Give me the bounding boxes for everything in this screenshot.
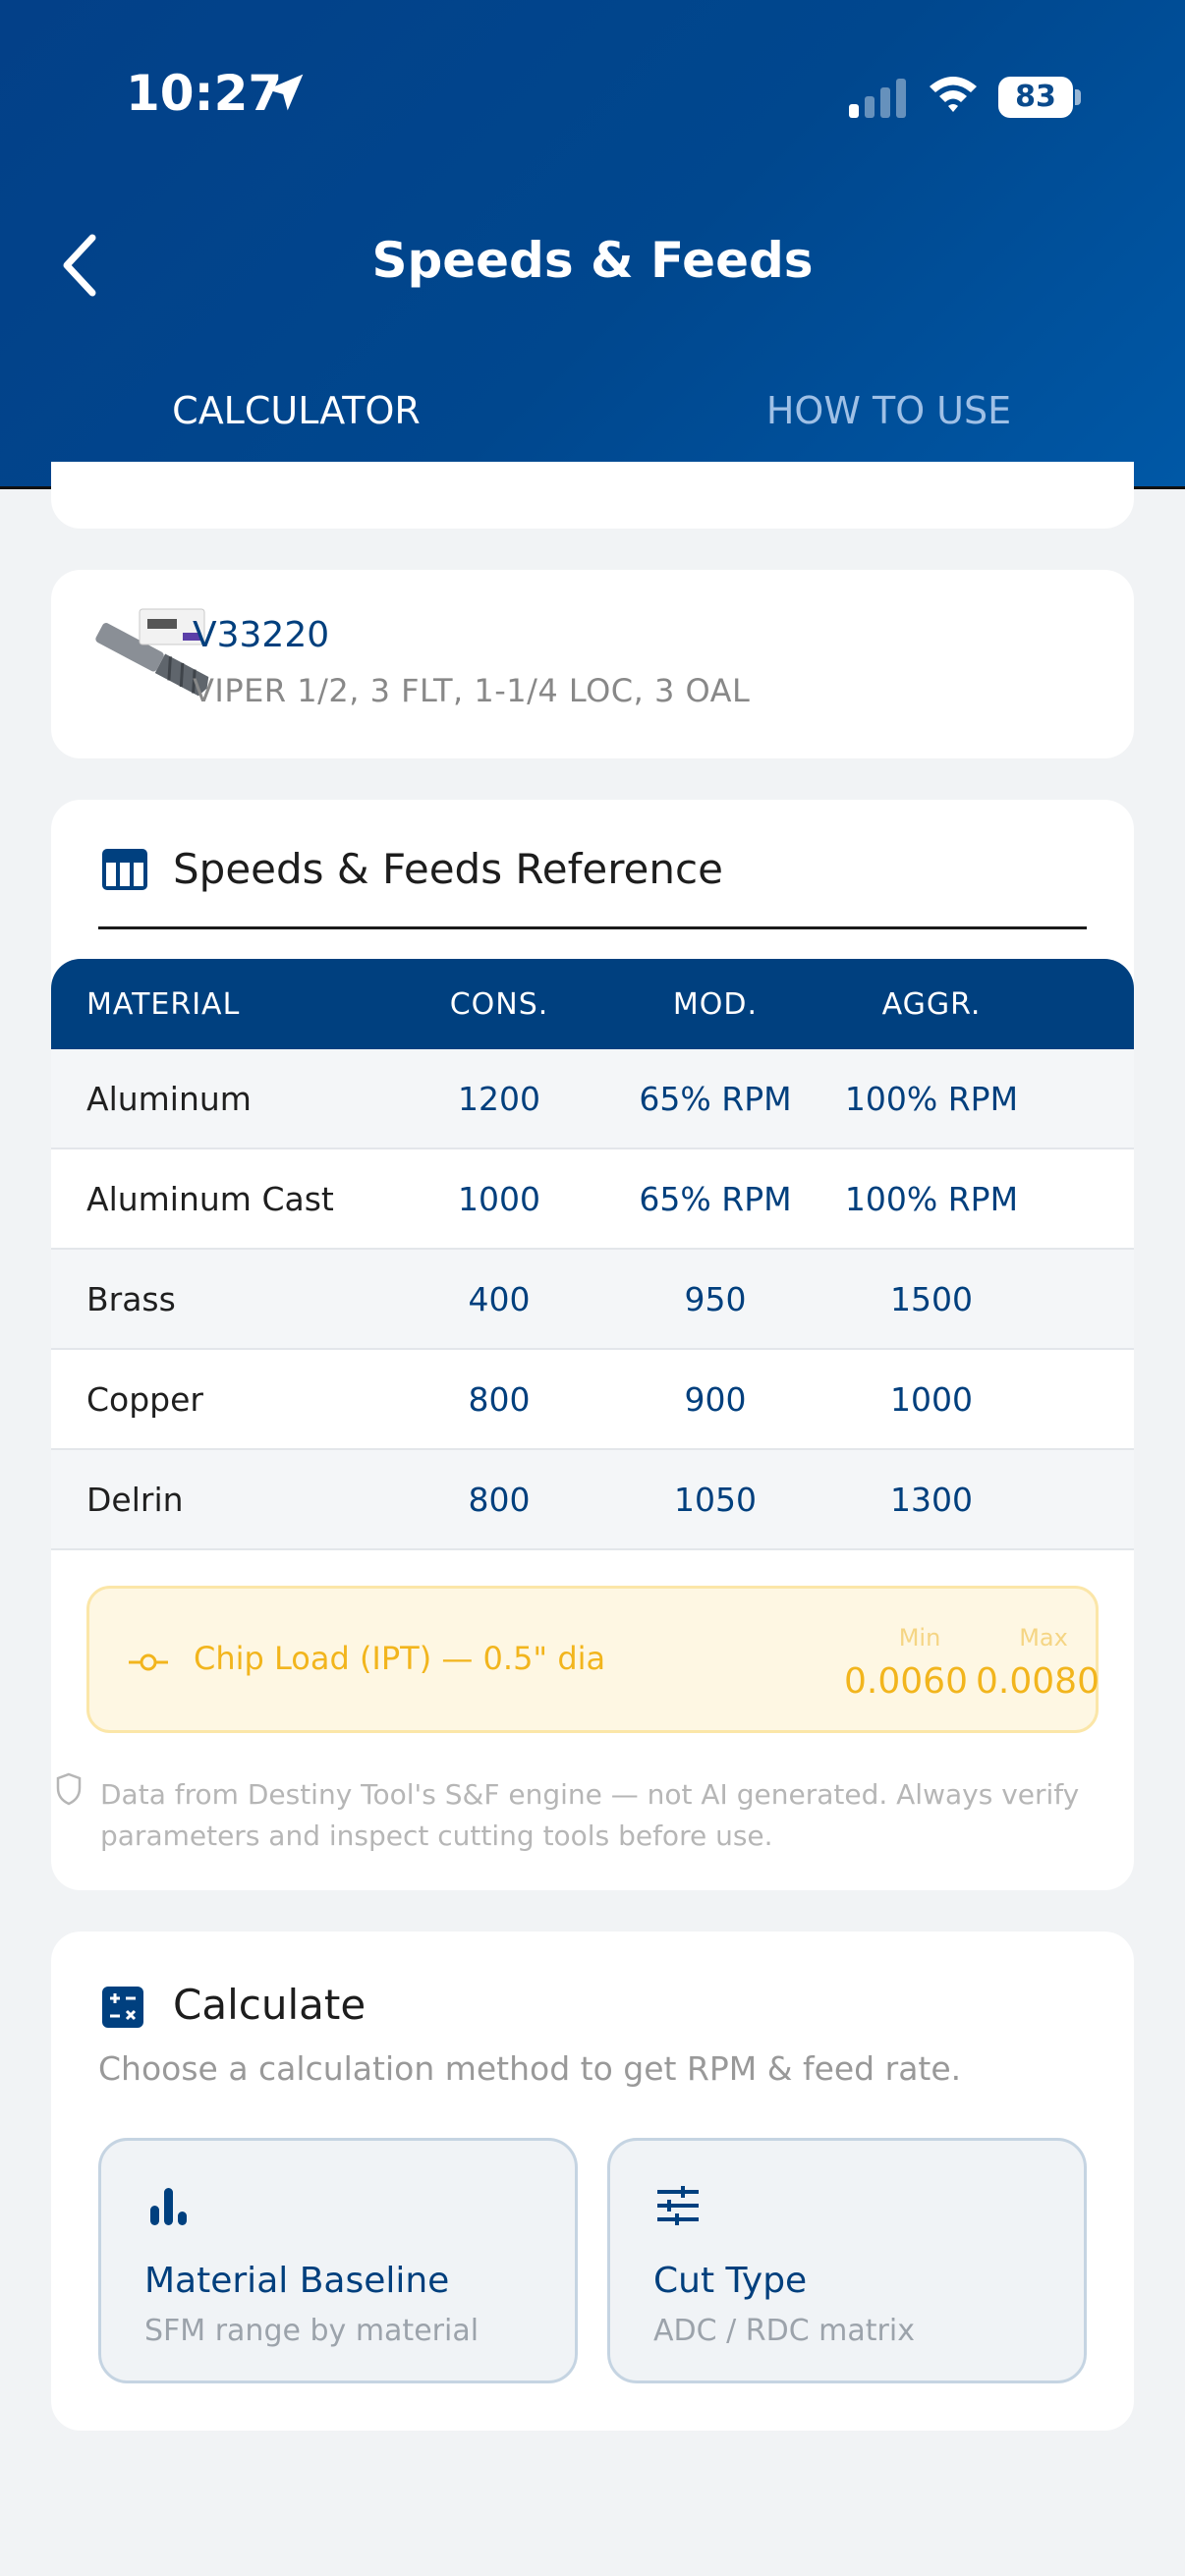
location-arrow-icon (266, 74, 304, 111)
option-subtitle: ADC / RDC matrix (653, 2314, 915, 2348)
mod-cell: 65% RPM (639, 1179, 792, 1218)
cellular-signal-icon (849, 79, 906, 118)
product-card (51, 570, 1134, 758)
option-title: Cut Type (653, 2261, 808, 2301)
aggr-cell: 1300 (890, 1480, 973, 1519)
battery-level: 83 (998, 77, 1073, 118)
calculate-subtitle: Choose a calculation method to get RPM &… (98, 2049, 962, 2088)
chip-load-max-label: Max (1019, 1624, 1068, 1652)
chip-load-max-value: 0.0080 (976, 1661, 1100, 1702)
sliders-icon (657, 2186, 699, 2225)
option-title: Material Baseline (144, 2261, 450, 2301)
tab-calculator[interactable]: CALCULATOR (172, 389, 421, 432)
mod-cell: 1050 (674, 1480, 757, 1519)
mod-cell: 900 (684, 1379, 747, 1419)
previous-card (51, 462, 1134, 529)
chip-load-min-value: 0.0060 (844, 1661, 968, 1702)
option-subtitle: SFM range by material (144, 2314, 480, 2348)
reference-title: Speeds & Feeds Reference (173, 845, 723, 893)
product-sku: V33220 (193, 615, 330, 655)
commit-icon (129, 1653, 168, 1671)
material-cell: Aluminum Cast (86, 1179, 334, 1218)
table-header: MATERIAL CONS. MOD. AGGR. (51, 959, 1134, 1049)
aggr-cell: 1000 (890, 1379, 973, 1419)
wifi-icon (930, 77, 977, 112)
aggr-cell: 100% RPM (844, 1179, 1019, 1218)
column-header-aggr: AGGR. (881, 986, 982, 1022)
material-cell: Aluminum (86, 1079, 252, 1118)
cons-cell: 1200 (458, 1079, 540, 1118)
column-header-material: MATERIAL (86, 986, 241, 1022)
material-cell: Brass (86, 1279, 176, 1318)
mod-cell: 65% RPM (639, 1079, 792, 1118)
table-row: Aluminum 1200 65% RPM 100% RPM (51, 1049, 1134, 1149)
mod-cell: 950 (684, 1279, 747, 1318)
aggr-cell: 100% RPM (844, 1079, 1019, 1118)
battery-indicator: 83 (998, 77, 1081, 118)
page-title: Speeds & Feeds (371, 232, 814, 289)
status-time: 10:27 (126, 65, 283, 122)
material-cell: Copper (86, 1379, 203, 1419)
shield-icon (56, 1772, 82, 1806)
aggr-cell: 1500 (890, 1279, 973, 1318)
cons-cell: 800 (468, 1480, 531, 1519)
chip-load-label: Chip Load (IPT) — 0.5" dia (194, 1640, 606, 1677)
material-cell: Delrin (86, 1480, 184, 1519)
back-chevron-icon[interactable] (55, 232, 106, 299)
end-mill-product-image (95, 608, 209, 697)
calculator-icon (102, 1987, 143, 2028)
app-header: 10:27 83 Speeds & Feeds CALCULATOR HOW T… (0, 0, 1185, 489)
table-icon (102, 849, 147, 890)
tab-how-to-use[interactable]: HOW TO USE (765, 389, 1012, 432)
bar-chart-icon (150, 2188, 187, 2225)
speeds-feeds-table: MATERIAL CONS. MOD. AGGR. Aluminum 1200 … (51, 959, 1134, 1550)
cons-cell: 800 (468, 1379, 531, 1419)
table-row: Aluminum Cast 1000 65% RPM 100% RPM (51, 1149, 1134, 1250)
calculate-title: Calculate (173, 1981, 367, 2029)
cut-type-button[interactable]: Cut Type ADC / RDC matrix (607, 2138, 1087, 2383)
chip-load-panel: Chip Load (IPT) — 0.5" dia Min Max 0.006… (86, 1586, 1100, 1733)
cons-cell: 1000 (458, 1179, 540, 1218)
product-description: VIPER 1/2, 3 FLT, 1-1/4 LOC, 3 OAL (193, 672, 751, 709)
column-header-mod: MOD. (672, 986, 759, 1022)
column-header-cons: CONS. (449, 986, 549, 1022)
disclaimer-text: Data from Destiny Tool's S&F engine — no… (100, 1778, 1080, 1852)
table-row: Brass 400 950 1500 (51, 1250, 1134, 1350)
chip-load-min-label: Min (898, 1624, 941, 1652)
cons-cell: 400 (468, 1279, 531, 1318)
table-row: Delrin 800 1050 1300 (51, 1450, 1134, 1550)
material-baseline-button[interactable]: Material Baseline SFM range by material (98, 2138, 578, 2383)
title-divider (98, 926, 1087, 929)
battery-cap (1075, 89, 1081, 105)
table-row: Copper 800 900 1000 (51, 1350, 1134, 1450)
